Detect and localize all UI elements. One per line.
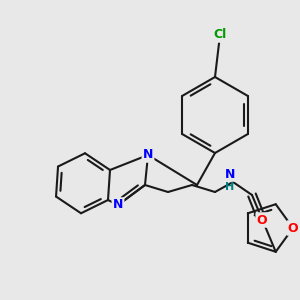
Text: N: N xyxy=(143,148,153,161)
Text: H: H xyxy=(225,182,235,192)
Text: N: N xyxy=(225,167,235,181)
Text: O: O xyxy=(288,221,298,235)
Text: N: N xyxy=(113,199,123,212)
Text: O: O xyxy=(257,214,267,226)
Text: Cl: Cl xyxy=(213,28,226,41)
